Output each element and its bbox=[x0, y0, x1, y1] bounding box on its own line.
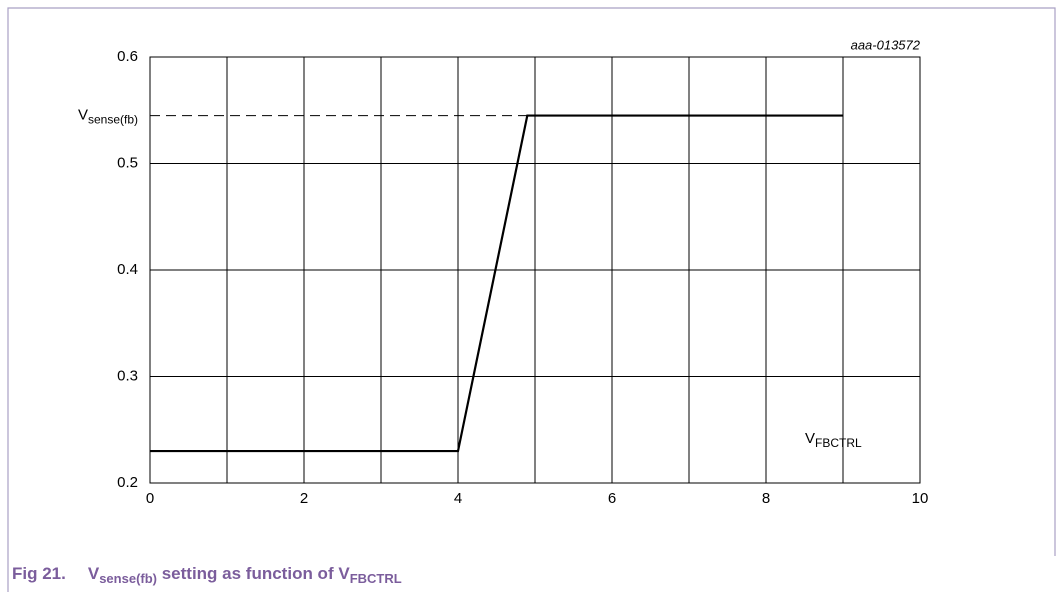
reference-label-main: V bbox=[78, 107, 88, 124]
y-tick-label: 0.4 bbox=[117, 261, 138, 278]
x-axis-label-main: V bbox=[805, 430, 815, 447]
y-tick-label: 0.2 bbox=[117, 474, 138, 491]
y-tick-label: 0.5 bbox=[117, 154, 138, 171]
caption-part: V bbox=[338, 564, 350, 583]
caption-part: setting as function of bbox=[157, 564, 338, 583]
y-tick-label: 0.6 bbox=[117, 48, 138, 65]
x-tick-label: 4 bbox=[454, 490, 462, 507]
caption-number: Fig 21. bbox=[12, 564, 66, 583]
caption: Fig 21. Vsense(fb) setting as function of… bbox=[12, 564, 402, 586]
caption-part: V bbox=[88, 564, 100, 583]
x-tick-label: 10 bbox=[912, 490, 929, 507]
data-line bbox=[150, 114, 843, 453]
reference-label: Vsense(fb) bbox=[78, 107, 138, 127]
caption-part: FBCTRL bbox=[350, 571, 402, 586]
caption-part: sense(fb) bbox=[99, 571, 157, 586]
y-tick-label: 0.3 bbox=[117, 367, 138, 384]
x-tick-label: 6 bbox=[608, 490, 616, 507]
figure-frame bbox=[7, 7, 1056, 592]
reference-label-sub: sense(fb) bbox=[88, 113, 138, 127]
x-axis-label-sub: FBCTRL bbox=[815, 436, 862, 450]
annotation: aaa-013572 bbox=[851, 37, 921, 52]
x-tick-label: 8 bbox=[762, 490, 770, 507]
x-tick-label: 0 bbox=[146, 490, 154, 507]
x-tick-label: 2 bbox=[300, 490, 308, 507]
x-axis-label: VFBCTRL bbox=[805, 430, 862, 450]
